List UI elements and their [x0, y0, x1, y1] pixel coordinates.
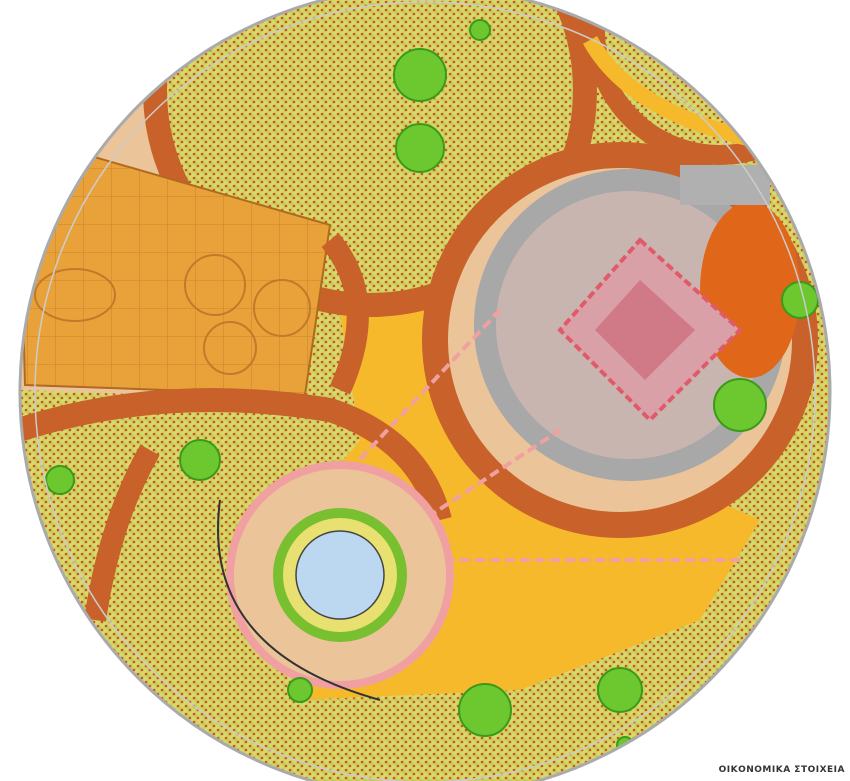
path	[20, 71, 154, 121]
site-boundary-inner	[34, 1, 816, 781]
court	[34, 268, 116, 322]
caption: ΟΙΚΟΝΟΜΙΚΑ ΣΤΟΙΧΕΙΑ	[719, 765, 845, 775]
tree	[45, 465, 75, 495]
fountain	[295, 530, 385, 620]
tree	[393, 48, 447, 102]
tree	[287, 677, 313, 703]
tree	[713, 378, 767, 432]
tree	[597, 667, 643, 713]
path	[20, 388, 452, 524]
steps	[680, 165, 770, 205]
trees	[45, 19, 819, 754]
court	[184, 254, 246, 316]
site-boundary	[18, 0, 832, 781]
axis-line	[338, 308, 740, 577]
tree	[395, 123, 445, 173]
path	[321, 232, 369, 395]
tree	[179, 439, 221, 481]
edge	[217, 499, 381, 701]
pattern-center	[595, 280, 695, 380]
path	[84, 444, 160, 622]
tree	[469, 19, 491, 41]
tree	[458, 683, 512, 737]
court	[253, 279, 311, 337]
court	[203, 321, 257, 375]
